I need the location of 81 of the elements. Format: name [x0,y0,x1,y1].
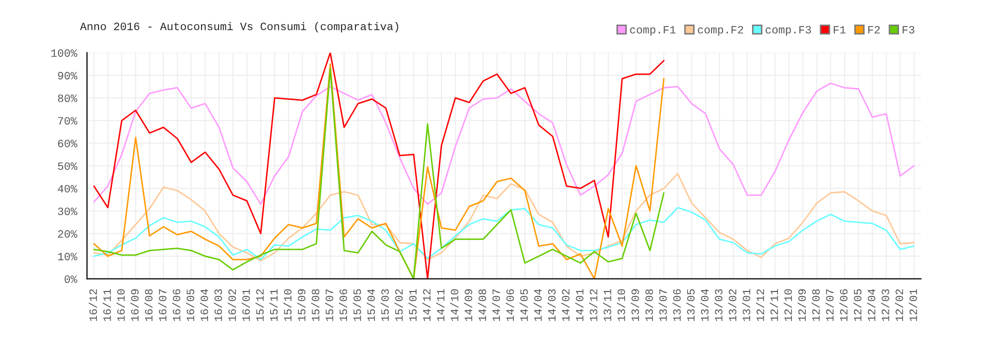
x-tick-label: 16/07 [158,289,166,322]
y-tick-label: 70% [58,117,78,125]
x-tick-label: 12/07 [825,289,834,322]
x-tick-label: 16/03 [214,289,222,322]
x-tick-label: 16/10 [116,289,125,322]
x-tick-label: 12/02 [894,289,904,322]
x-tick-label: 13/10 [616,289,626,322]
x-tick-label: 16/12 [88,289,97,322]
x-tick-label: 12/12 [756,289,764,322]
x-tick-label: 12/03 [881,289,890,322]
x-tick-label: 14/09 [464,289,472,322]
x-tick-label: 12/04 [867,289,876,322]
x-tick-label: 13/09 [630,289,640,322]
x-tick-label: 14/03 [547,289,556,322]
x-tick-label: 15/12 [256,289,264,322]
x-tick-label: 13/01 [742,289,750,322]
x-tick-label: 14/05 [520,289,528,322]
line-series [93,82,915,205]
legend-label: comp.F2 [698,26,744,36]
y-tick-label: 100% [51,49,78,57]
x-tick-label: 14/12 [422,289,431,322]
y-tick-label: 40% [58,184,78,192]
x-tick-label: 13/11 [603,289,612,322]
x-tick-label: 14/02 [561,289,570,322]
x-tick-label: 15/08 [311,289,320,322]
y-tick-label: 90% [58,72,78,80]
legend-label: F3 [902,26,914,34]
x-tick-label: 13/02 [728,289,736,322]
x-tick-label: 14/08 [478,289,486,322]
x-tick-label: 14/11 [436,289,444,322]
x-tick-label: 16/06 [172,289,180,322]
legend-label: comp.F1 [630,26,676,36]
x-tick-label: 16/08 [144,289,153,322]
legend-label: comp.F3 [766,26,811,36]
y-tick-label: 50% [58,162,78,170]
x-tick-label: 15/03 [380,289,389,322]
x-tick-label: 14/07 [492,289,500,322]
x-tick-label: 13/12 [589,289,598,322]
line-series [93,206,915,260]
y-tick-label: 60% [58,140,78,148]
x-tick-label: 14/06 [506,289,514,322]
x-tick-label: 13/03 [714,289,722,322]
x-tick-label: 16/11 [102,289,111,322]
legend-label: F2 [868,26,880,34]
line-series [93,172,915,262]
x-tick-label: 16/02 [228,289,236,322]
x-tick-label: 12/09 [798,289,806,322]
chart-title: Anno 2016 - Autoconsumi Vs Consumi (comparativa) [80,22,398,32]
x-tick-label: 13/08 [644,289,653,322]
x-tick-label: 16/04 [200,289,208,322]
x-tick-label: 16/09 [130,289,139,322]
x-tick-label: 12/05 [853,289,862,322]
y-tick-label: 10% [58,252,78,260]
x-tick-label: 15/04 [366,289,375,322]
x-tick-label: 13/06 [672,289,681,322]
x-tick-label: 15/06 [338,289,348,322]
y-tick-label: 80% [58,94,78,102]
x-tick-label: 15/10 [283,289,292,322]
x-tick-label: 13/07 [658,289,667,322]
x-tick-label: 12/01 [908,289,918,322]
x-tick-label: 12/08 [812,289,820,322]
y-tick-label: 30% [58,208,78,216]
x-tick-label: 13/04 [700,289,709,322]
x-tick-label: 15/01 [408,289,417,322]
x-tick-label: 15/11 [269,289,278,322]
x-tick-label: 15/07 [325,289,334,322]
x-tick-label: 12/11 [770,289,778,322]
x-tick-label: 13/05 [686,289,695,322]
x-tick-label: 16/01 [242,289,250,322]
x-tick-label: 16/05 [186,289,194,322]
x-tick-label: 15/05 [352,289,362,322]
x-tick-label: 15/09 [297,289,306,322]
x-tick-label: 12/10 [784,289,792,322]
x-tick-label: 15/02 [394,289,403,322]
legend-label: F1 [834,26,846,34]
y-tick-label: 0% [64,275,78,283]
y-tick-label: 20% [58,230,78,238]
x-tick-label: 14/04 [534,289,542,322]
x-tick-label: 14/01 [575,289,584,322]
x-tick-label: 14/10 [450,289,458,322]
x-tick-label: 12/06 [839,289,848,322]
